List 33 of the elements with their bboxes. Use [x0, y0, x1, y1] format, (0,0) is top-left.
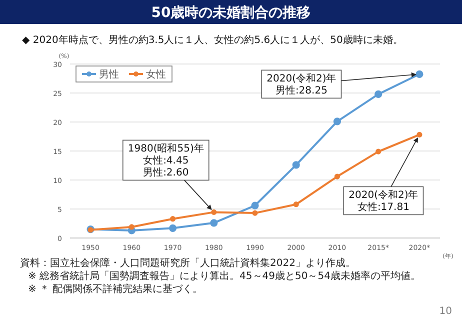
annotation: 女性:17.81	[357, 201, 410, 214]
annotation: 2020(令和2)年 男性:28.25	[261, 70, 342, 99]
point	[170, 216, 176, 222]
point	[210, 219, 218, 227]
point	[128, 224, 134, 230]
point	[376, 148, 382, 154]
legend-label: 女性	[146, 68, 166, 80]
point	[333, 118, 342, 126]
annotation: 男性:2.60	[143, 166, 189, 179]
point	[168, 224, 177, 232]
point	[292, 161, 300, 169]
point	[374, 90, 382, 98]
text: 資料：国立社会保障・人口問題研究所「人口統計資料集2022」より作成。	[20, 257, 356, 269]
text: ※ ＊ 配偶関係不詳補完結果に基づく。	[28, 283, 203, 295]
point	[416, 132, 422, 138]
text: 10	[439, 306, 452, 317]
point	[211, 209, 217, 215]
annotation: 2020(令和2)年 女性:17.81	[343, 186, 424, 216]
annotation: 2020(令和2)年	[348, 189, 418, 202]
legend-label: 男性	[99, 68, 119, 80]
point	[334, 174, 340, 180]
chart-title: 50歳時の未婚割合の推移	[151, 4, 311, 21]
annotation: 1980(昭和55)年	[128, 142, 204, 155]
chart-subtitle: ◆ 2020年時点で、男性の約3.5人に１人、女性の約5.6人に１人が、50歳時に未婚。	[22, 34, 403, 46]
annotation: 1980(昭和55)年 女性:4.45 男性:2.60	[122, 140, 210, 181]
point	[293, 202, 299, 208]
annotation: 女性:4.45	[143, 154, 189, 167]
annotation: 男性:28.25	[275, 84, 328, 97]
point	[416, 70, 424, 78]
text: ※ 総務省統計局「国勢調査報告」により算出。45～49歳と50～54歳未婚率の平均値。	[28, 270, 420, 282]
point	[252, 210, 258, 216]
annotation: 2020(令和2)年	[266, 72, 336, 85]
point	[251, 202, 259, 210]
